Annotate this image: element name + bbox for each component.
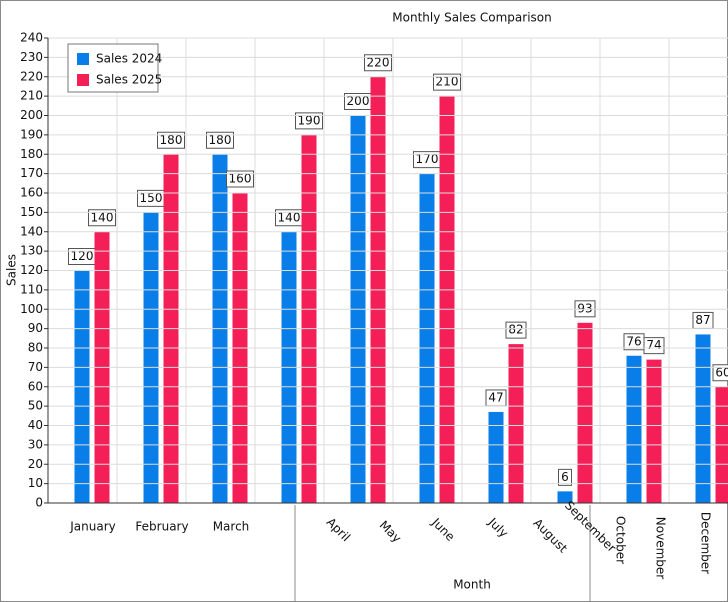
x-tick-label: February <box>135 520 188 534</box>
x-tick-label: October <box>614 516 628 564</box>
bar <box>439 96 455 503</box>
x-tick-label: November <box>654 517 668 579</box>
data-label: 87 <box>695 313 710 327</box>
y-tick-label: 210 <box>20 89 43 103</box>
bar <box>143 212 159 503</box>
data-label: 74 <box>646 338 661 352</box>
bar <box>419 173 435 503</box>
data-label: 210 <box>436 75 459 89</box>
data-label: 120 <box>71 249 94 263</box>
legend-swatch <box>77 53 89 65</box>
y-tick-label: 160 <box>20 186 43 200</box>
data-label: 60 <box>715 365 728 379</box>
y-tick-label: 230 <box>20 50 43 64</box>
data-label-box <box>558 468 572 486</box>
y-tick-label: 120 <box>20 263 43 277</box>
data-label-box <box>712 364 728 382</box>
data-label-box <box>226 170 254 188</box>
x-tick-label: December <box>699 512 713 574</box>
data-label: 140 <box>278 210 301 224</box>
data-label: 76 <box>626 334 641 348</box>
bar <box>488 411 504 503</box>
y-tick-label: 200 <box>20 108 43 122</box>
y-tick-label: 90 <box>28 321 43 335</box>
y-tick-label: 60 <box>28 379 43 393</box>
y-axis-title: Sales <box>5 254 19 286</box>
y-tick-label: 130 <box>20 244 43 258</box>
data-label-box <box>433 73 461 91</box>
data-label-box <box>643 337 665 355</box>
legend-label: Sales 2024 <box>96 52 162 66</box>
data-label: 93 <box>577 301 592 315</box>
bar <box>646 359 662 503</box>
data-label: 170 <box>416 152 439 166</box>
y-tick-label: 40 <box>28 418 43 432</box>
data-label: 160 <box>229 172 252 186</box>
y-tick-label: 50 <box>28 399 43 413</box>
y-tick-label: 20 <box>28 457 43 471</box>
data-label: 140 <box>91 210 114 224</box>
data-label-box <box>206 131 234 149</box>
y-tick-label: 80 <box>28 341 43 355</box>
legend-swatch <box>77 74 89 86</box>
y-tick-label: 150 <box>20 205 43 219</box>
y-tick-label: 190 <box>20 127 43 141</box>
data-label: 82 <box>508 323 523 337</box>
data-label: 220 <box>367 55 390 69</box>
data-label-box <box>88 209 116 227</box>
bar <box>626 355 642 503</box>
y-tick-label: 240 <box>20 31 43 45</box>
bar <box>577 322 593 503</box>
y-tick-label: 70 <box>28 360 43 374</box>
data-label: 180 <box>209 133 232 147</box>
x-tick-label: March <box>213 520 250 534</box>
data-label: 190 <box>298 113 321 127</box>
data-label: 6 <box>561 470 569 484</box>
data-label-box <box>157 131 185 149</box>
y-tick-label: 110 <box>20 282 43 296</box>
y-tick-label: 0 <box>35 496 43 510</box>
bar <box>695 334 711 503</box>
data-label: 200 <box>347 94 370 108</box>
y-tick-label: 170 <box>20 166 43 180</box>
legend-label: Sales 2025 <box>96 73 162 87</box>
data-label-box <box>364 54 392 72</box>
data-label-box <box>505 321 527 339</box>
y-tick-label: 220 <box>20 69 43 83</box>
bar <box>508 344 524 503</box>
chart-title: Monthly Sales Comparison <box>392 11 551 25</box>
x-axis-title: Month <box>453 578 491 592</box>
y-tick-label: 100 <box>20 302 43 316</box>
y-tick-label: 30 <box>28 437 43 451</box>
data-label-box <box>295 112 323 130</box>
data-label: 47 <box>488 390 503 404</box>
data-label: 180 <box>160 133 183 147</box>
y-tick-label: 180 <box>20 147 43 161</box>
data-label: 150 <box>140 191 163 205</box>
bar <box>301 134 317 503</box>
bar <box>557 491 573 503</box>
y-tick-label: 140 <box>20 224 43 238</box>
y-tick-label: 10 <box>28 476 43 490</box>
x-tick-label: January <box>69 520 116 534</box>
